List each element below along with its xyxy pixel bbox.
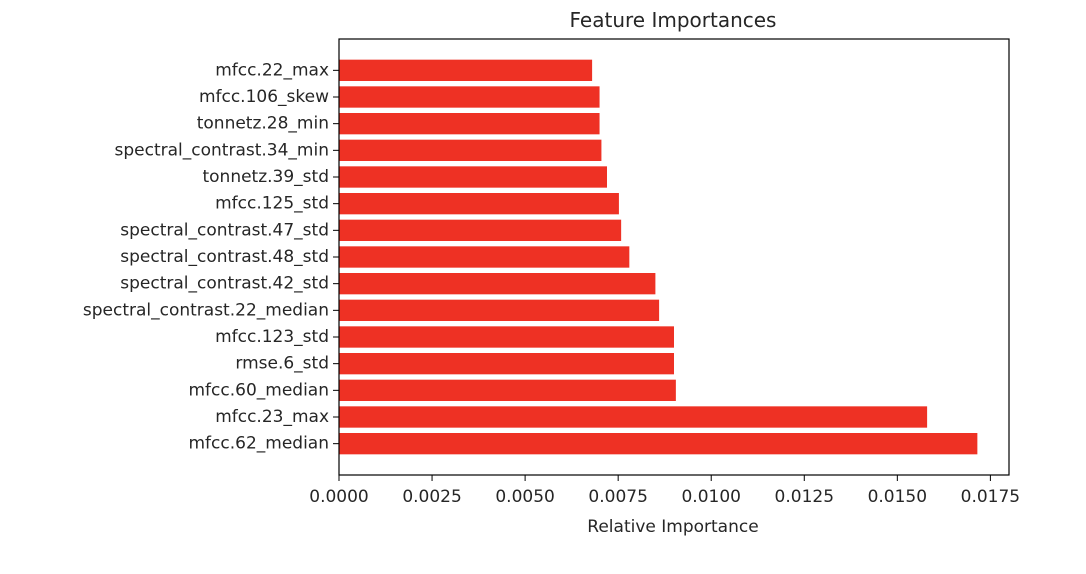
y-tick-label: mfcc.123_std	[215, 327, 329, 347]
x-tick-label: 0.0100	[681, 487, 740, 507]
y-tick-label: mfcc.106_skew	[199, 87, 329, 107]
y-tick-label: spectral_contrast.42_std	[120, 274, 329, 294]
x-axis-label: Relative Importance	[587, 517, 758, 537]
x-axis: 0.0000 0.0025 0.0050 0.0075 0.0100 0.0125 0.01…	[309, 475, 1020, 507]
x-tick-label: 0.0150	[868, 487, 927, 507]
bar-rmse.6_std	[339, 353, 674, 375]
y-tick-label: tonnetz.39_std	[202, 167, 329, 187]
x-tick-label: 0.0125	[775, 487, 834, 507]
y-tick-label: tonnetz.28_min	[197, 114, 329, 134]
y-tick-label: spectral_contrast.22_median	[83, 300, 329, 320]
bar-spectral_contrast.34_min	[339, 139, 602, 161]
bar-tonnetz.28_min	[339, 113, 600, 135]
chart-title: Feature Importances	[570, 8, 777, 32]
bar-tonnetz.39_std	[339, 166, 607, 188]
y-tick-label: mfcc.22_max	[215, 60, 329, 80]
y-tick-label: mfcc.125_std	[215, 194, 329, 214]
y-tick-label: spectral_contrast.47_std	[120, 220, 329, 240]
bar-mfcc.22_max	[339, 59, 593, 81]
x-tick-label: 0.0075	[588, 487, 647, 507]
y-axis: mfcc.62_median mfcc.23_max mfcc.60_median r…	[83, 60, 339, 454]
bar-spectral_contrast.22_median	[339, 299, 660, 321]
bar-mfcc.106_skew	[339, 86, 600, 108]
x-tick-label: 0.0025	[402, 487, 461, 507]
bar-spectral_contrast.48_std	[339, 246, 630, 268]
x-tick-label: 0.0175	[961, 487, 1020, 507]
bar-spectral_contrast.42_std	[339, 273, 656, 295]
y-tick-label: mfcc.23_max	[215, 407, 329, 427]
y-tick-label: rmse.6_std	[235, 354, 329, 374]
bars-group	[339, 59, 978, 455]
y-tick-label: spectral_contrast.48_std	[120, 247, 329, 267]
bar-spectral_contrast.47_std	[339, 219, 622, 241]
y-tick-label: mfcc.62_median	[189, 434, 330, 454]
bar-mfcc.125_std	[339, 193, 619, 215]
y-tick-label: spectral_contrast.34_min	[115, 140, 329, 160]
bar-mfcc.123_std	[339, 326, 674, 348]
bar-mfcc.23_max	[339, 406, 928, 428]
x-tick-label: 0.0050	[495, 487, 554, 507]
bar-mfcc.62_median	[339, 433, 978, 455]
bar-mfcc.60_median	[339, 379, 676, 401]
y-tick-label: mfcc.60_median	[189, 380, 330, 400]
x-tick-label: 0.0000	[309, 487, 368, 507]
